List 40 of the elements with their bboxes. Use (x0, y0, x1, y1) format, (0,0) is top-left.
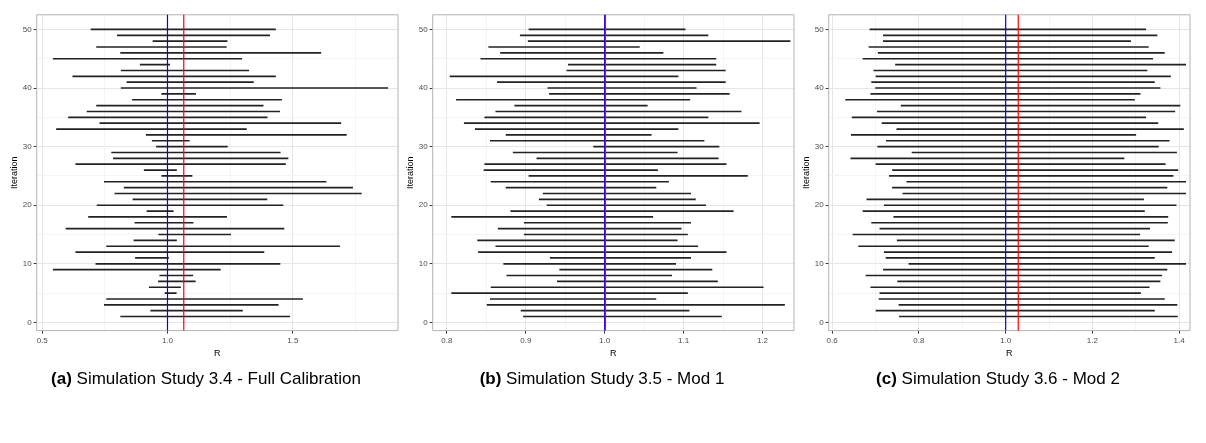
y-tick-label: 10 (814, 259, 825, 269)
y-tick-label: 50 (22, 24, 33, 34)
x-tick-label: 0.5 (36, 335, 49, 345)
x-tick-label: 1.1 (678, 335, 690, 345)
y-tick-label: 0 (423, 317, 429, 327)
y-axis-title: Iteration (404, 156, 415, 189)
y-tick-label: 0 (819, 317, 825, 327)
x-axis-title: R (610, 348, 618, 359)
text: (c) Simulation Study 3.6 - Mod 2 (876, 369, 1120, 388)
text: (a) Simulation Study 3.4 - Full Calibration (51, 369, 361, 388)
x-tick-label: 1.2 (756, 335, 769, 345)
x-tick-label: 1.0 (599, 335, 611, 345)
x-tick-label: 0.9 (520, 335, 532, 345)
x-tick-label: 1.5 (287, 335, 299, 345)
x-tick-label: 1.0 (161, 335, 174, 345)
x-tick-label: 0.6 (826, 335, 839, 345)
y-tick-label: 50 (418, 24, 429, 34)
y-tick-label: 40 (418, 83, 429, 93)
x-tick-label: 0.8 (913, 335, 926, 345)
x-tick-label: 1.4 (1173, 335, 1186, 345)
x-tick-label: 1.2 (1086, 335, 1099, 345)
y-tick-label: 0 (27, 317, 33, 327)
x-axis-title: R (214, 348, 222, 359)
y-tick-label: 30 (418, 141, 429, 151)
y-tick-label: 20 (418, 200, 429, 210)
y-axis-title: Iteration (800, 156, 811, 189)
text: (b) Simulation Study 3.5 - Mod 1 (479, 369, 725, 388)
y-tick-label: 20 (814, 200, 825, 210)
y-tick-label: 50 (814, 24, 825, 34)
x-tick-label: 0.8 (441, 335, 454, 345)
x-tick-label: 1.0 (1000, 335, 1012, 345)
y-tick-label: 40 (22, 83, 33, 93)
y-tick-label: 40 (814, 83, 825, 93)
y-tick-label: 30 (22, 141, 33, 151)
y-tick-label: 10 (418, 259, 429, 269)
y-tick-label: 30 (814, 141, 825, 151)
y-axis-title: Iteration (8, 156, 19, 189)
x-axis-title: R (1006, 348, 1014, 359)
y-tick-label: 20 (22, 200, 33, 210)
y-tick-label: 10 (22, 259, 33, 269)
